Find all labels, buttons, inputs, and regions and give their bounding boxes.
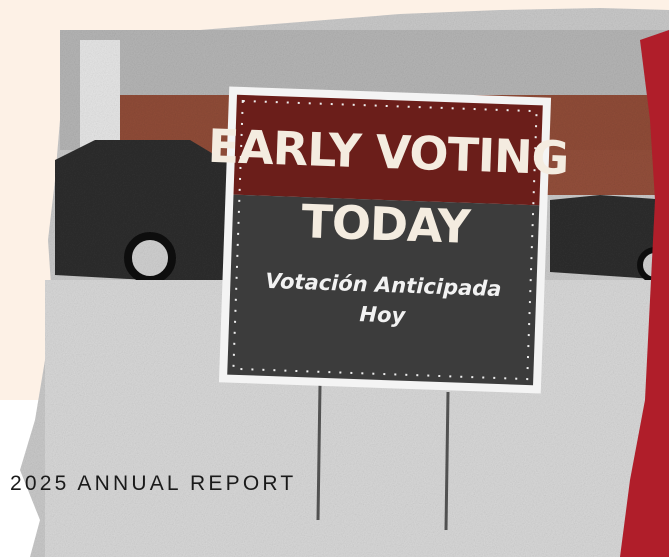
cover: EARLY VOTING TODAY Votación Anticipada H… [0, 0, 669, 557]
sign: EARLY VOTING TODAY Votación Anticipada H… [200, 86, 571, 394]
sign-headline: TODAY [301, 194, 473, 254]
sign-stake [446, 392, 448, 530]
wheel [128, 236, 172, 280]
sign-stake [318, 385, 320, 520]
building [80, 40, 120, 150]
report-title: 2025 ANNUAL REPORT [10, 472, 296, 495]
sign-subline: Hoy [359, 302, 407, 328]
